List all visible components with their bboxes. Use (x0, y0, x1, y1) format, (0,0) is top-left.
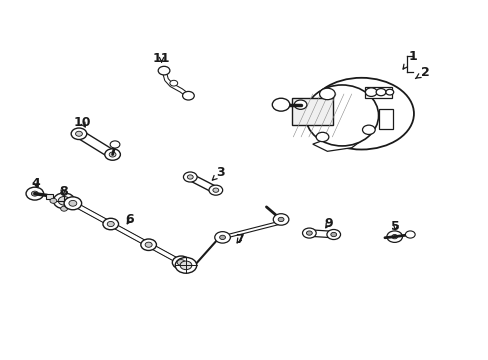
Circle shape (294, 100, 306, 109)
Circle shape (110, 141, 120, 148)
Circle shape (53, 193, 75, 209)
Circle shape (175, 257, 196, 273)
Polygon shape (187, 174, 218, 193)
Circle shape (61, 206, 67, 211)
Circle shape (76, 131, 82, 136)
Circle shape (278, 217, 284, 222)
Circle shape (169, 80, 177, 86)
Circle shape (180, 261, 191, 270)
Circle shape (71, 198, 78, 203)
Polygon shape (365, 87, 391, 98)
Circle shape (214, 231, 230, 243)
Circle shape (58, 197, 70, 205)
Circle shape (104, 149, 120, 160)
Circle shape (219, 235, 225, 239)
Polygon shape (291, 98, 333, 125)
Circle shape (391, 234, 397, 239)
Circle shape (316, 132, 328, 141)
Circle shape (107, 221, 114, 226)
Circle shape (208, 185, 222, 195)
Text: 7: 7 (235, 233, 244, 246)
Circle shape (272, 98, 289, 111)
Circle shape (172, 256, 189, 269)
Circle shape (187, 175, 193, 179)
Circle shape (212, 188, 218, 192)
Text: 10: 10 (74, 116, 91, 129)
Polygon shape (378, 109, 392, 129)
Circle shape (405, 231, 414, 238)
Text: 4: 4 (31, 177, 40, 190)
Text: 1: 1 (402, 50, 416, 69)
Circle shape (385, 89, 393, 95)
Text: 3: 3 (212, 166, 224, 180)
Circle shape (302, 228, 316, 238)
Circle shape (330, 232, 336, 237)
Text: 8: 8 (59, 185, 67, 198)
Ellipse shape (305, 85, 378, 146)
Circle shape (319, 88, 334, 100)
Circle shape (103, 218, 118, 230)
Text: 2: 2 (414, 66, 428, 79)
Polygon shape (45, 194, 53, 199)
Circle shape (365, 88, 376, 96)
Circle shape (109, 152, 116, 157)
Circle shape (177, 260, 184, 265)
Circle shape (141, 239, 156, 251)
Text: 6: 6 (125, 213, 134, 226)
Polygon shape (307, 230, 335, 238)
Circle shape (69, 201, 77, 206)
Text: 5: 5 (390, 220, 399, 233)
Circle shape (386, 231, 402, 242)
Circle shape (26, 187, 43, 200)
Polygon shape (312, 126, 366, 151)
Circle shape (61, 190, 67, 195)
Circle shape (182, 91, 194, 100)
Circle shape (145, 242, 152, 247)
Circle shape (50, 198, 57, 203)
Circle shape (375, 89, 385, 96)
Circle shape (158, 66, 169, 75)
Circle shape (326, 229, 340, 239)
Circle shape (306, 231, 312, 235)
Circle shape (64, 197, 81, 210)
Circle shape (273, 214, 288, 225)
Text: 9: 9 (324, 217, 332, 230)
Text: 11: 11 (153, 51, 170, 64)
Circle shape (362, 125, 374, 134)
Circle shape (183, 172, 197, 182)
Circle shape (31, 191, 38, 196)
Polygon shape (75, 131, 116, 158)
Circle shape (71, 128, 86, 140)
